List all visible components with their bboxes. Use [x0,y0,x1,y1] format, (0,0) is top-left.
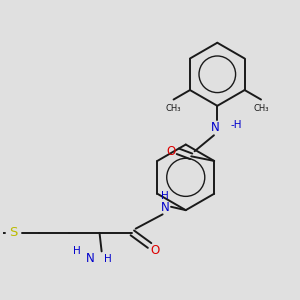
Text: H: H [104,254,112,264]
Text: -H: -H [231,120,242,130]
Text: N: N [161,201,170,214]
Text: N: N [85,252,94,266]
Text: CH₃: CH₃ [166,104,181,113]
Text: CH₃: CH₃ [253,104,269,113]
Text: H: H [161,191,169,201]
Text: O: O [151,244,160,257]
Text: S: S [10,226,18,239]
Text: H: H [74,246,81,256]
Text: N: N [211,121,220,134]
Text: O: O [167,145,176,158]
